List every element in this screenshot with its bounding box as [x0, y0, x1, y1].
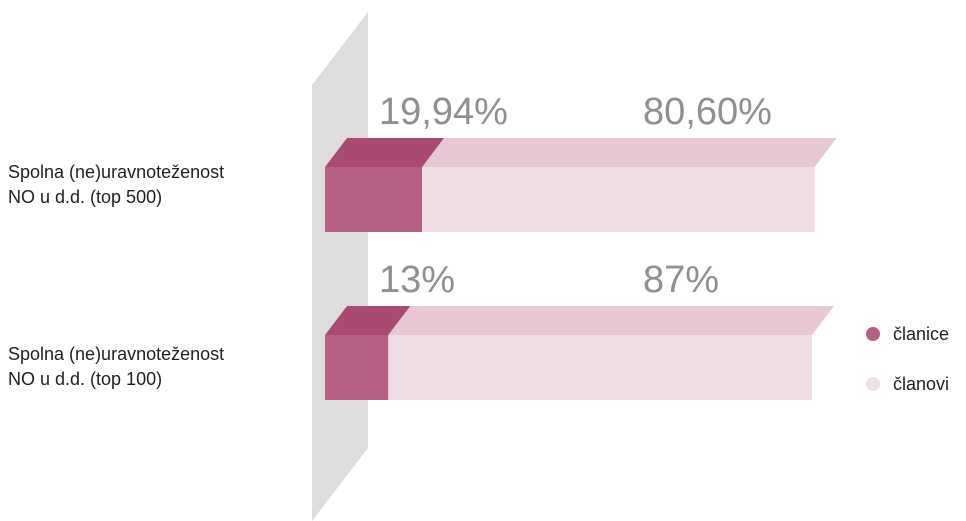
bar-clanovi-1: [388, 335, 812, 400]
value-label-clanice-1: 13%: [379, 259, 455, 301]
category-label-top-500: Spolna (ne)uravnoteženost NO u d.d. (top…: [8, 162, 225, 207]
value-label-clanovi-1: 87%: [643, 259, 719, 301]
chart-back-wall: [312, 12, 368, 521]
chart-legend: članice članovi: [866, 322, 949, 422]
bar-clanice-0: [325, 167, 423, 232]
value-label-clanovi-0: 80,60%: [643, 91, 772, 133]
legend-item-clanice: članice: [866, 322, 949, 346]
bar-top-clanice-1: [325, 306, 411, 335]
bar-top-clanice-0: [325, 138, 445, 167]
bar-top-clanovi-1: [388, 306, 834, 335]
bar-top-clanovi-0: [422, 138, 837, 167]
bar-clanice-1: [325, 335, 389, 400]
bar-clanovi-0: [422, 167, 815, 232]
legend-swatch-clanice: [866, 327, 880, 341]
category-label-top-100: Spolna (ne)uravnoteženost NO u d.d. (top…: [8, 344, 225, 389]
chart-value-labels: 19,94% 80,60% 13% 87%: [379, 91, 772, 301]
chart-bars: [325, 138, 837, 400]
legend-label-clanice: članice: [893, 324, 950, 344]
legend-swatch-clanovi: [866, 377, 880, 391]
legend-label-clanovi: članovi: [893, 374, 950, 394]
value-label-clanice-0: 19,94%: [379, 91, 508, 133]
legend-item-clanovi: članovi: [866, 372, 949, 396]
